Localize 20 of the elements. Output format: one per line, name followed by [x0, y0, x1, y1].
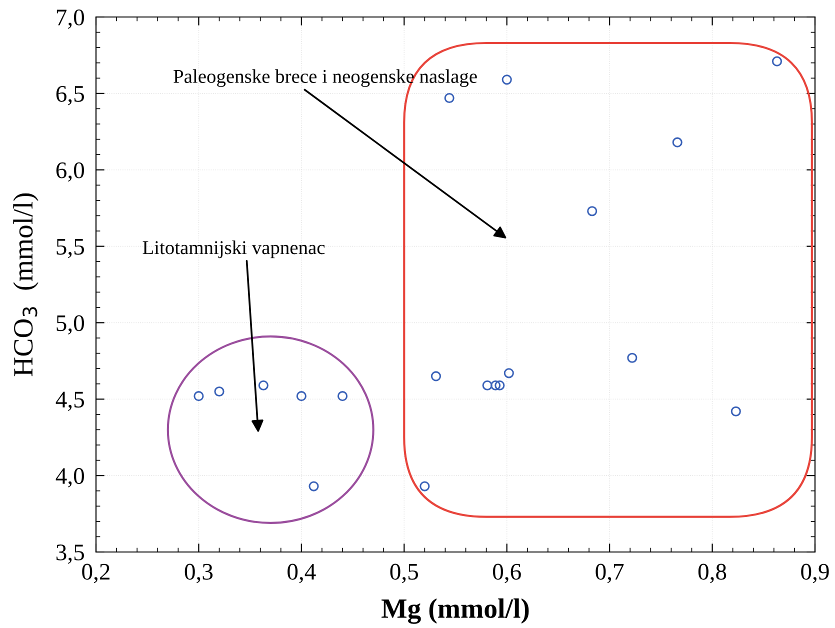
y-tick-label: 5,5	[56, 239, 84, 258]
x-tick-label: 0,6	[493, 564, 521, 584]
y-tick-label: 4,0	[56, 468, 84, 488]
y-tick-label: 7,0	[56, 9, 84, 29]
annotation: Paleogenske brece i neogenske naslage	[174, 69, 477, 87]
x-tick-label: 0,5	[390, 564, 418, 584]
y-tick-label: 6,5	[56, 86, 84, 106]
x-tick-label: 0,7	[596, 564, 624, 584]
annotation: Litotamnijski vapnenac	[142, 240, 325, 258]
x-axis-title: Mg (mmol/l)	[382, 598, 529, 624]
y-tick-label: 6,0	[56, 162, 84, 182]
x-tick-label: 0,4	[288, 564, 316, 584]
x-tick-label: 0,2	[82, 564, 110, 584]
y-tick-label: 4,5	[56, 392, 84, 411]
x-tick-label: 0,8	[698, 564, 726, 584]
x-tick-label: 0,9	[801, 564, 829, 584]
y-axis-title: HCO$_{3}$ (mmol/l)	[13, 193, 38, 376]
y-tick-label: 5,0	[56, 315, 84, 335]
x-tick-label: 0,3	[184, 564, 213, 584]
y-tick-label: 3,5	[56, 544, 84, 564]
